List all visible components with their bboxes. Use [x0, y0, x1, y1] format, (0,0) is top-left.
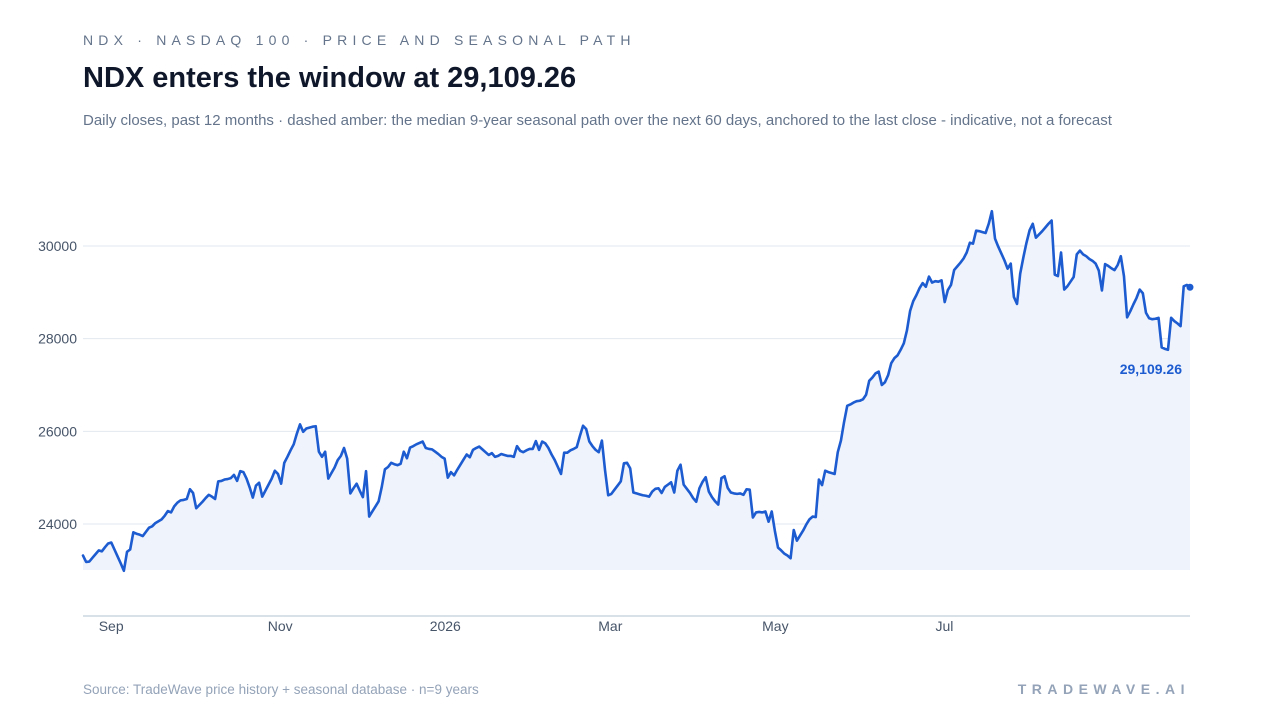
x-tick-label: 2026: [430, 618, 461, 634]
y-tick-label: 30000: [38, 238, 77, 254]
x-tick-label: Mar: [598, 618, 622, 634]
chart-kicker: NDX · NASDAQ 100 · PRICE AND SEASONAL PA…: [83, 32, 636, 48]
chart-title: NDX enters the window at 29,109.26: [83, 62, 577, 94]
y-tick-label: 24000: [38, 516, 77, 532]
last-close-label: 29,109.26: [1120, 361, 1182, 377]
x-tick-label: May: [762, 618, 788, 634]
x-tick-label: Sep: [99, 618, 124, 634]
x-tick-label: Nov: [268, 618, 293, 634]
chart-subtitle: Daily closes, past 12 months · dashed am…: [83, 112, 1112, 129]
brand-logo-text: TRADEWAVE.AI: [1017, 681, 1190, 697]
y-tick-label: 26000: [38, 423, 77, 439]
x-axis-ticks: Sep Nov 2026 Mar May Jul: [99, 618, 954, 634]
y-tick-label: 28000: [38, 331, 77, 347]
price-area-fill: [83, 211, 1190, 571]
price-line: [81, 209, 1192, 573]
y-axis-ticks: 24000 26000 28000 30000: [38, 238, 77, 532]
x-tick-label: Jul: [935, 618, 953, 634]
source-note: Source: TradeWave price history + season…: [83, 682, 479, 697]
last-close-point: [1186, 283, 1194, 291]
